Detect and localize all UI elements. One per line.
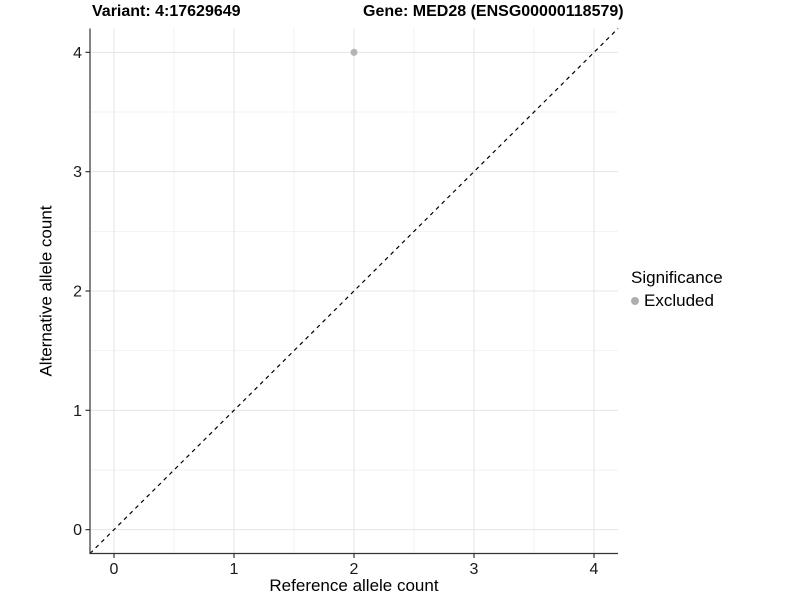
gene-title: Gene: MED28 (ENSG00000118579) (363, 3, 624, 20)
y-tick-label: 1 (73, 403, 82, 420)
excluded-swatch-icon (631, 297, 639, 305)
x-tick-label: 3 (470, 561, 479, 578)
x-tick-label: 4 (590, 561, 599, 578)
x-axis-title: Reference allele count (269, 576, 439, 595)
legend-title: Significance (631, 268, 723, 287)
legend-item-label: Excluded (644, 291, 714, 310)
y-axis-title: Alternative allele count (36, 205, 56, 377)
y-tick-label: 3 (73, 164, 82, 181)
legend-item-excluded: Excluded (631, 291, 723, 311)
y-tick-label: 4 (73, 45, 82, 62)
y-tick-label: 0 (73, 522, 82, 539)
data-point-excluded (350, 48, 358, 56)
variant-title: Variant: 4:17629649 (92, 3, 241, 20)
x-tick-label: 0 (110, 561, 119, 578)
legend: Significance Excluded (631, 268, 723, 311)
y-tick-label: 2 (73, 284, 82, 301)
x-tick-label: 2 (350, 561, 359, 578)
x-tick-label: 1 (230, 561, 239, 578)
